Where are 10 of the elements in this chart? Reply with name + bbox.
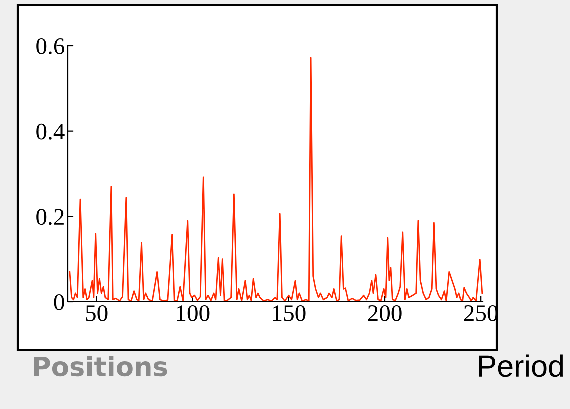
x-axis-title: Period: [479, 354, 564, 378]
x-tick-label: 50: [86, 305, 108, 322]
y-tick-label: 0.6: [36, 38, 65, 55]
y-tick-label: 0.2: [36, 209, 64, 226]
x-tick-label: 200: [368, 305, 402, 322]
y-tick-label: 0.4: [36, 124, 65, 140]
text: Positions: [34, 356, 168, 377]
y-tick-label: 0: [54, 294, 64, 310]
x-tick-label: 100: [177, 305, 210, 322]
x-tick-label: 150: [273, 305, 306, 322]
